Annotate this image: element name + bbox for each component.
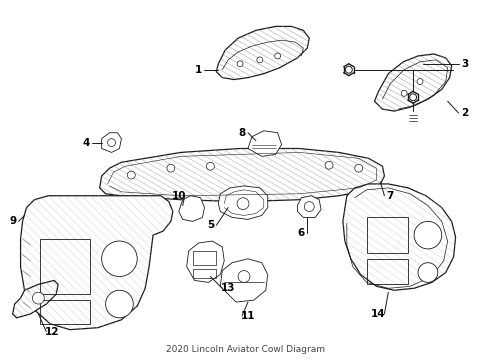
Bar	[367, 259, 408, 284]
Bar	[367, 217, 408, 253]
Circle shape	[237, 198, 249, 210]
Circle shape	[237, 61, 243, 67]
Circle shape	[167, 164, 175, 172]
Circle shape	[238, 271, 250, 282]
Text: 13: 13	[221, 283, 235, 293]
Circle shape	[345, 66, 352, 73]
Circle shape	[414, 221, 442, 249]
Polygon shape	[101, 133, 122, 152]
Polygon shape	[21, 196, 173, 330]
Text: 11: 11	[241, 311, 255, 321]
Text: 6: 6	[298, 228, 305, 238]
Text: 10: 10	[172, 191, 186, 201]
Text: 8: 8	[239, 128, 245, 138]
Text: 9: 9	[9, 216, 16, 226]
Bar	[193, 269, 216, 278]
Circle shape	[108, 139, 116, 147]
Circle shape	[206, 162, 214, 170]
Bar	[40, 239, 90, 294]
Polygon shape	[187, 241, 224, 282]
Text: 7: 7	[387, 191, 394, 201]
Text: 2020 Lincoln Aviator Cowl Diagram: 2020 Lincoln Aviator Cowl Diagram	[166, 345, 324, 354]
Text: 12: 12	[45, 327, 59, 337]
Polygon shape	[248, 131, 282, 156]
Text: 3: 3	[461, 59, 468, 69]
Polygon shape	[297, 196, 321, 217]
Text: 2: 2	[461, 108, 468, 118]
Circle shape	[106, 290, 133, 318]
Circle shape	[257, 57, 263, 63]
Polygon shape	[374, 54, 452, 111]
Bar	[40, 300, 90, 324]
Bar	[193, 251, 216, 265]
Circle shape	[127, 171, 135, 179]
Text: 5: 5	[207, 220, 214, 230]
Polygon shape	[216, 26, 309, 80]
Circle shape	[418, 263, 438, 282]
Polygon shape	[343, 184, 456, 290]
Circle shape	[275, 53, 281, 59]
Polygon shape	[179, 196, 204, 221]
Circle shape	[325, 161, 333, 169]
Text: 14: 14	[371, 309, 386, 319]
Circle shape	[401, 90, 407, 96]
Circle shape	[101, 241, 137, 276]
Circle shape	[304, 202, 314, 212]
Polygon shape	[219, 186, 268, 219]
Text: 4: 4	[82, 138, 90, 148]
Polygon shape	[99, 148, 384, 202]
Circle shape	[355, 164, 363, 172]
Circle shape	[410, 94, 416, 101]
Polygon shape	[13, 280, 58, 318]
Polygon shape	[220, 259, 268, 302]
Circle shape	[417, 78, 423, 85]
Text: 1: 1	[195, 65, 202, 75]
Circle shape	[32, 292, 44, 304]
